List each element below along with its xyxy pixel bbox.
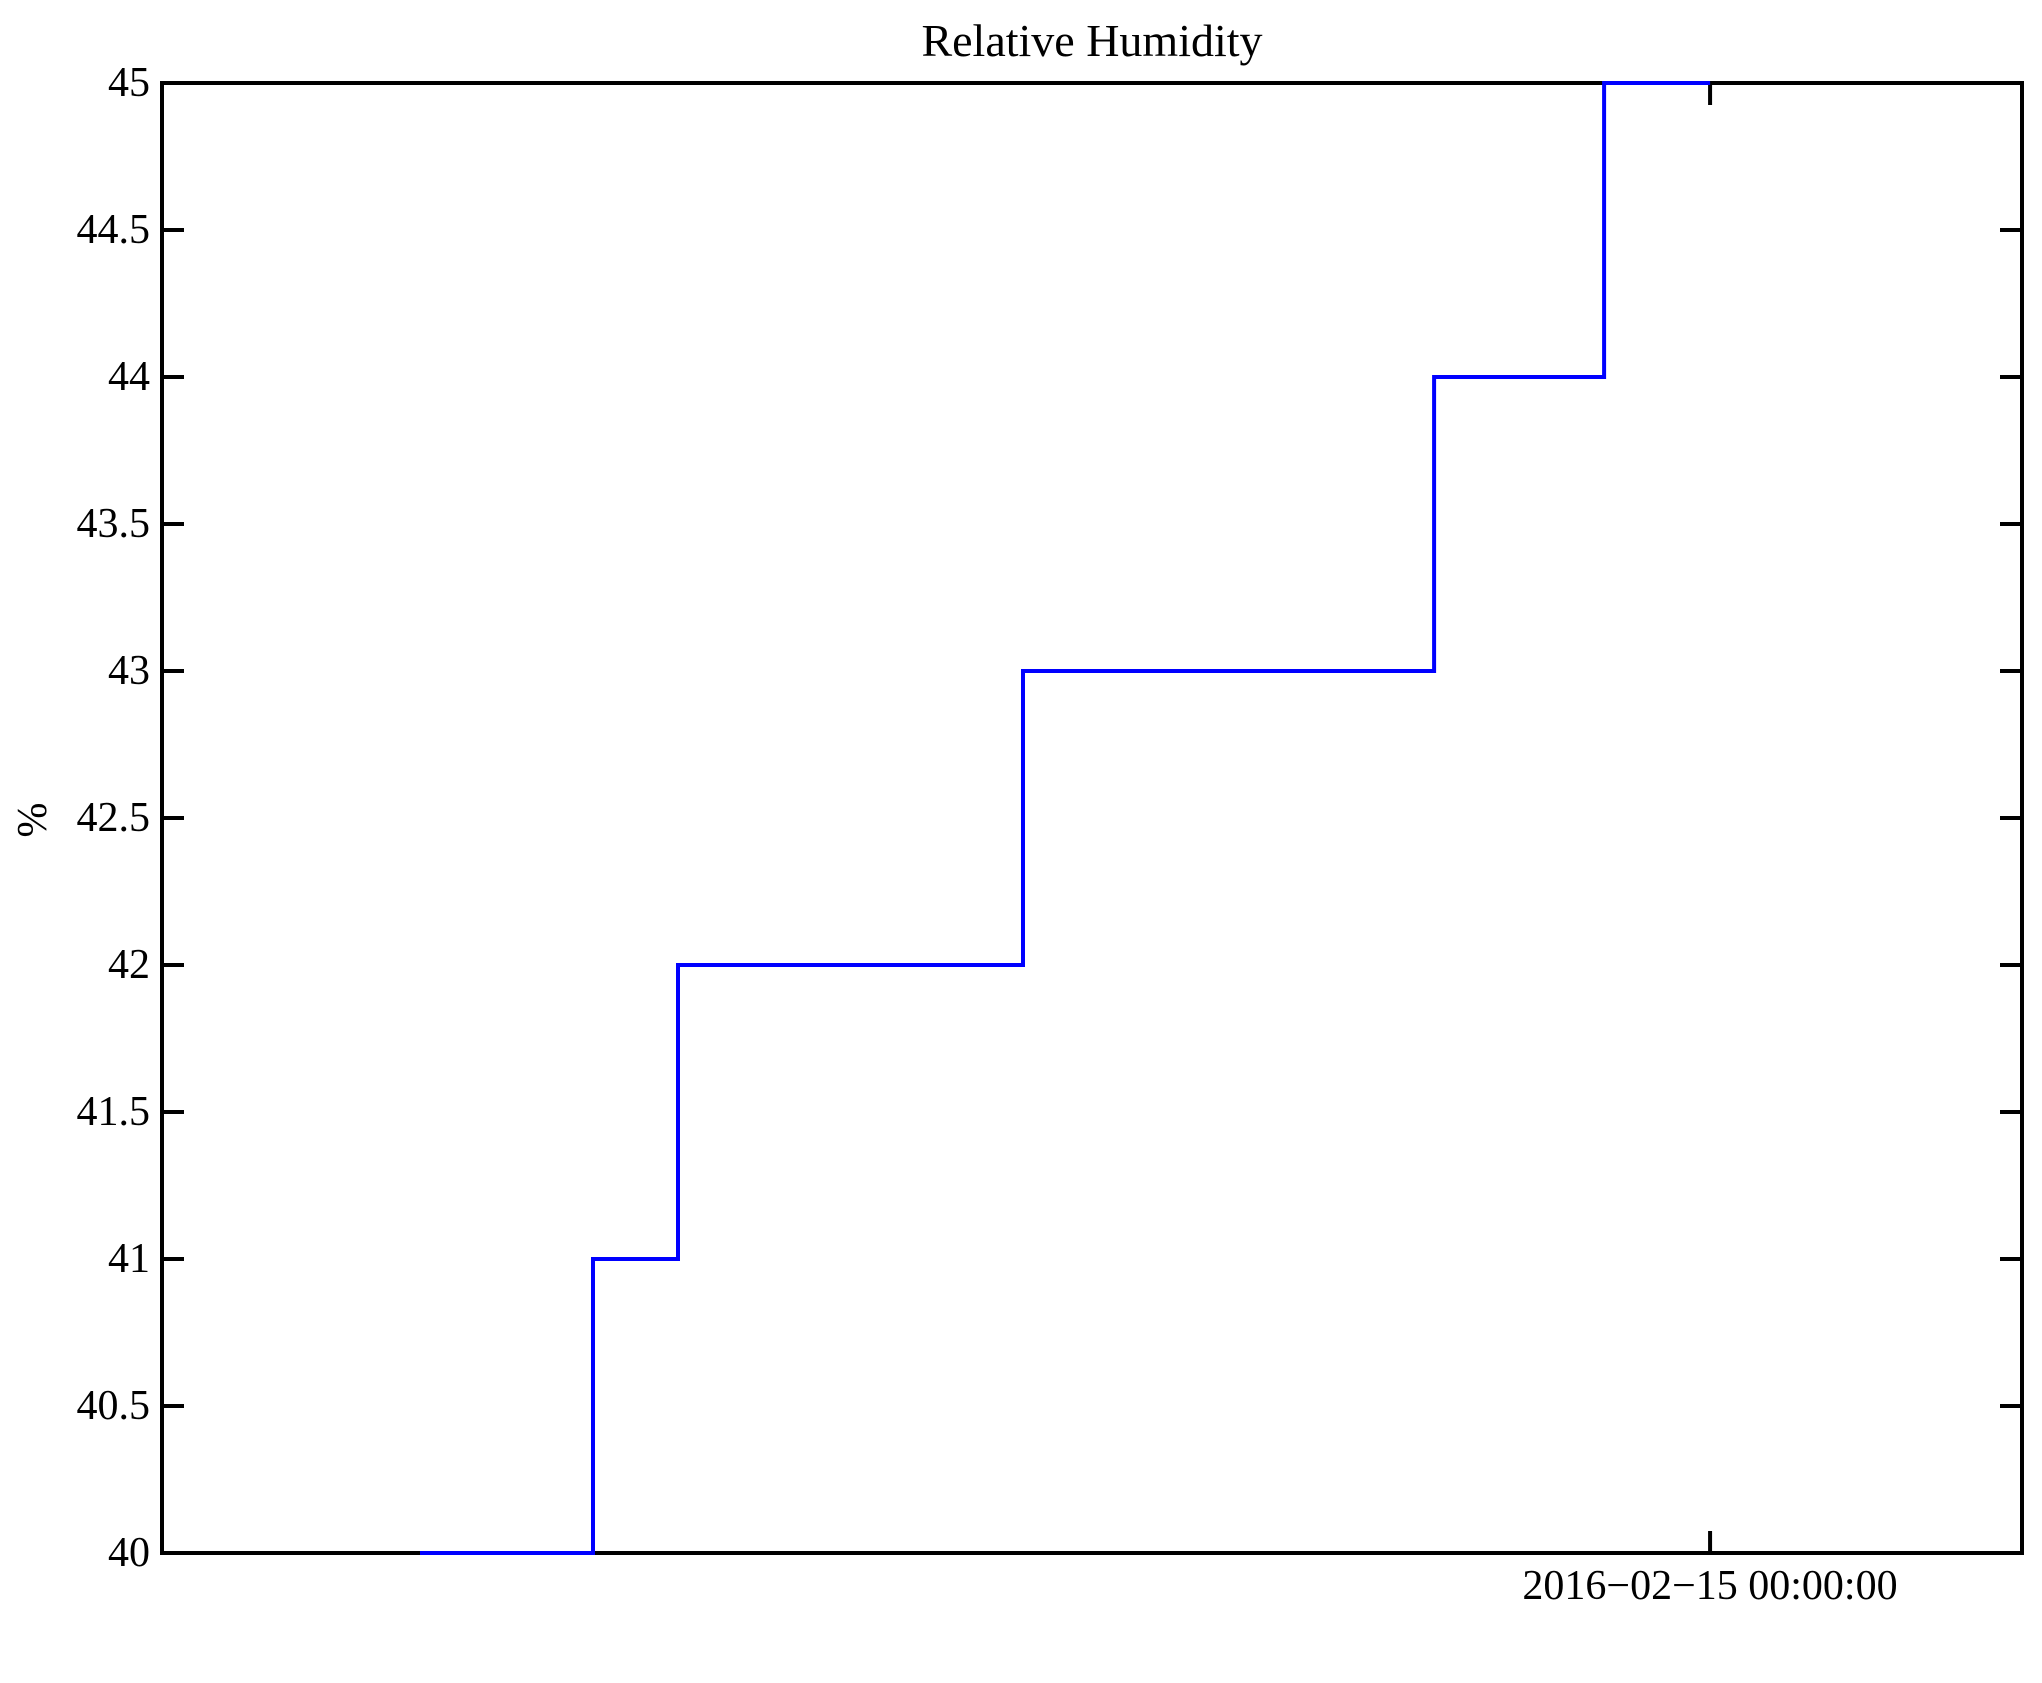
axis-ticks (162, 81, 2022, 1555)
series-step-path (420, 81, 1711, 1555)
y-tick-label: 40.5 (76, 1383, 151, 1429)
y-tick-label: 43 (108, 648, 150, 694)
y-tick-label: 40 (108, 1530, 150, 1576)
y-tick-label: 42 (108, 942, 150, 988)
y-tick-label: 41 (108, 1236, 150, 1282)
humidity-step-line (420, 81, 1711, 1555)
plot-box (160, 81, 2024, 1555)
y-tick-label: 45 (108, 60, 150, 106)
chart-title: Relative Humidity (921, 15, 1263, 66)
y-tick-label: 43.5 (76, 501, 151, 547)
x-tick-label: 2016−02−15 00:00:00 (1522, 1563, 1898, 1609)
y-tick-label: 44.5 (76, 207, 151, 253)
y-tick-label: 41.5 (76, 1089, 151, 1135)
axes-box (160, 81, 2024, 1555)
y-tick-label: 42.5 (76, 795, 151, 841)
y-tick-label: 44 (108, 354, 150, 400)
